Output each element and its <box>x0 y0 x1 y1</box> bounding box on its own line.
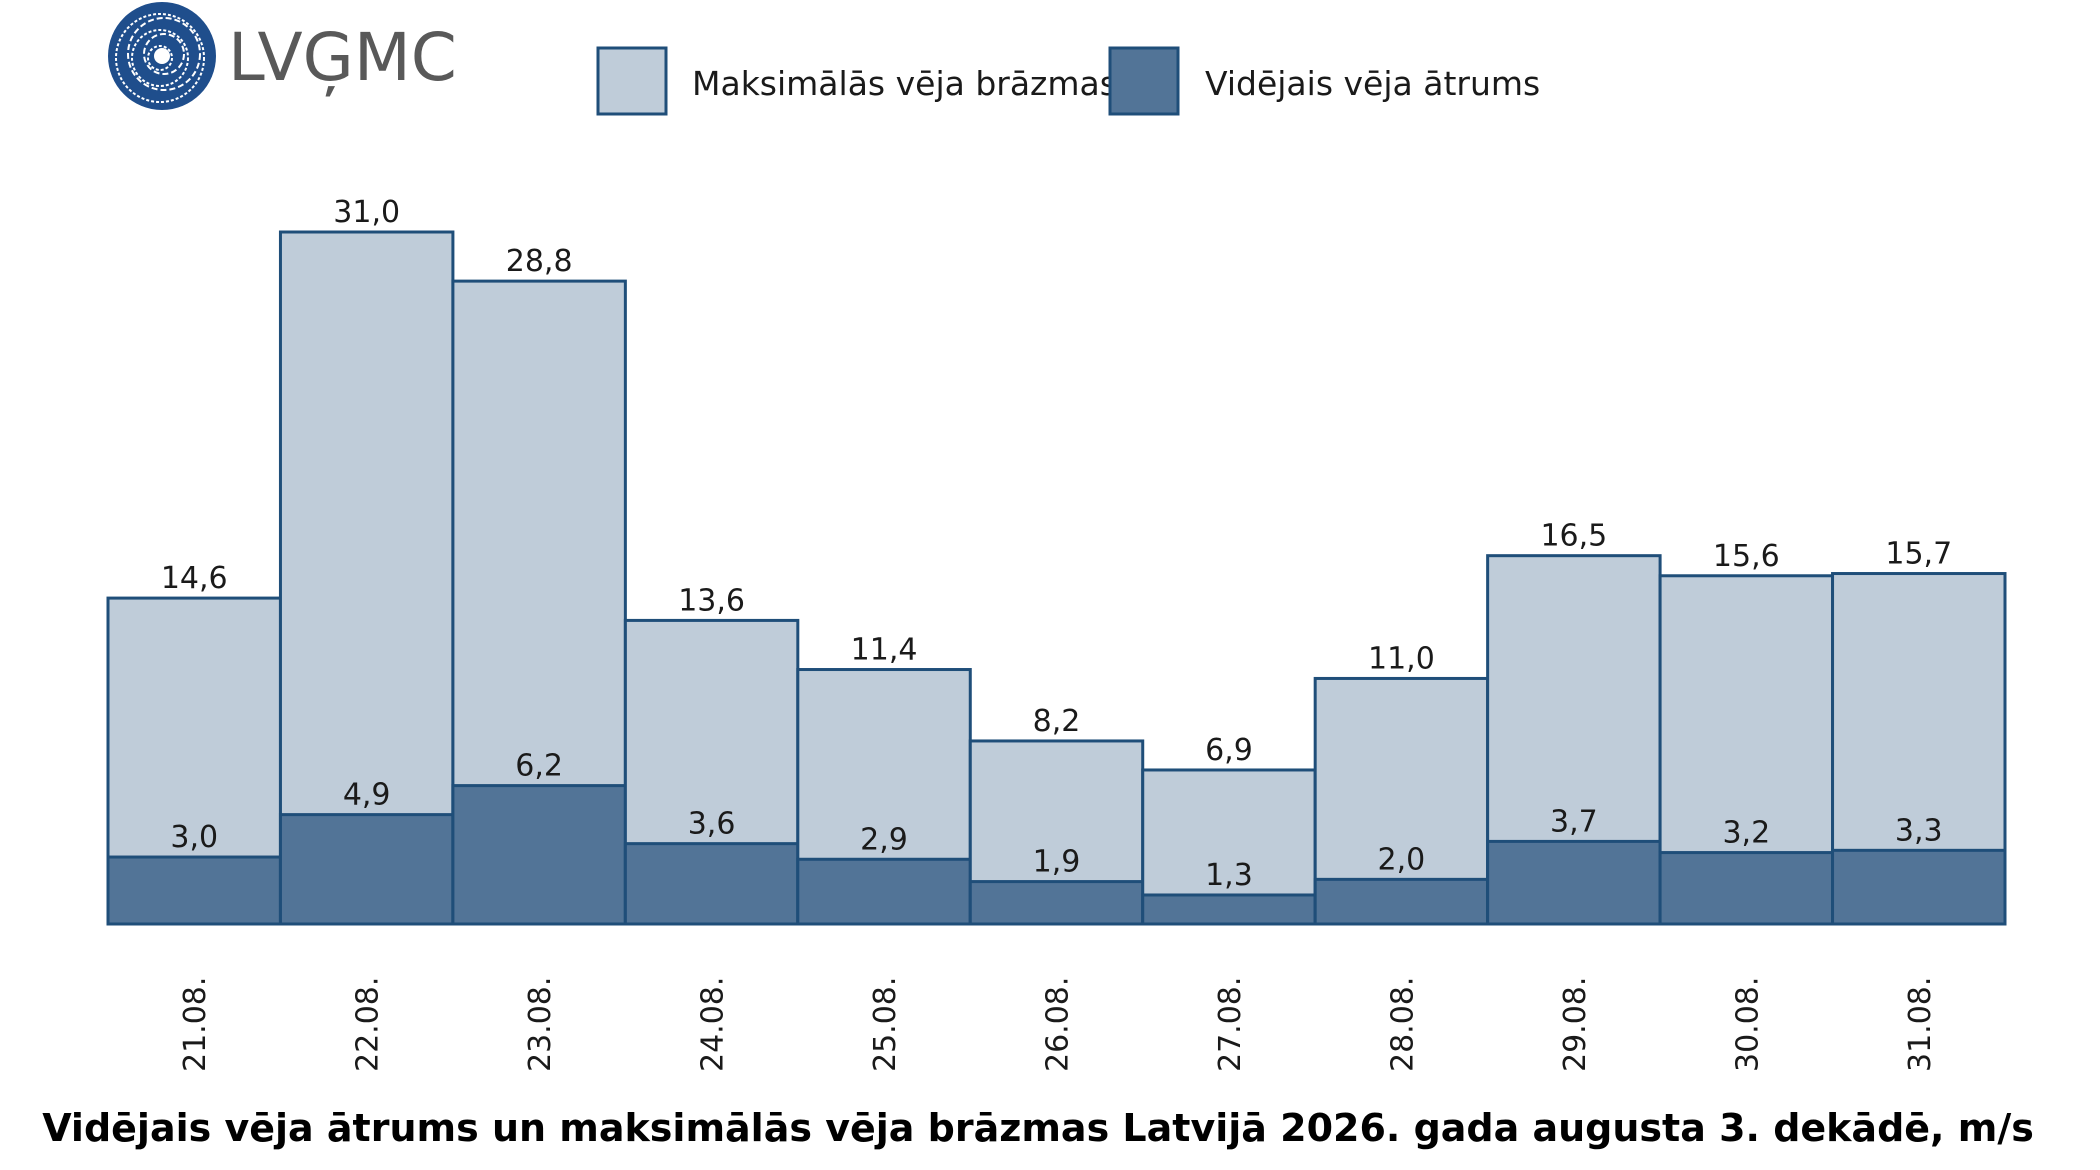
bar-average-21.08. <box>106 855 282 926</box>
bar-average-30.08. <box>1658 851 1835 926</box>
bar-average-22.08. <box>278 813 455 926</box>
x-tick-label: 24.08. <box>696 977 731 1072</box>
legend-label-gusts: Maksimālās vēja brāzmas <box>692 64 1117 103</box>
logo-swirl-icon <box>108 2 216 110</box>
legend-swatch-gusts <box>596 46 668 116</box>
bar-average-27.08. <box>1141 893 1317 926</box>
data-label-gust: 16,5 <box>1540 519 1607 554</box>
data-label-average: 4,9 <box>343 778 391 813</box>
bar-average-23.08. <box>451 784 627 926</box>
chart-title: Vidējais vēja ātrums un maksimālās vēja … <box>42 1106 2034 1150</box>
logo-center <box>154 48 170 64</box>
data-label-average: 3,2 <box>1722 816 1770 851</box>
data-label-gust: 6,9 <box>1205 733 1253 768</box>
x-tick-label: 29.08. <box>1558 977 1593 1072</box>
legend: Maksimālās vēja brāzmas Vidējais vēja āt… <box>596 46 1540 116</box>
data-label-gust: 13,6 <box>678 583 745 618</box>
bar-average-25.08. <box>796 857 972 926</box>
x-tick-label: 30.08. <box>1730 977 1765 1072</box>
data-label-average: 1,3 <box>1205 858 1253 893</box>
logo-ring <box>115 13 205 103</box>
data-label-gust: 11,4 <box>851 633 918 668</box>
x-tick-label: 25.08. <box>868 977 903 1072</box>
logo-ring <box>147 45 173 71</box>
legend-label-average: Vidējais vēja ātrums <box>1205 64 1540 103</box>
x-tick-label: 22.08. <box>351 977 386 1072</box>
logo: LVĢMC <box>108 2 457 110</box>
x-tick-label: 27.08. <box>1213 977 1248 1072</box>
data-label-average: 3,6 <box>688 807 736 842</box>
x-tick-label: 23.08. <box>523 977 558 1072</box>
logo-ring <box>131 29 189 87</box>
bar-average-31.08. <box>1831 848 2007 926</box>
x-tick-label: 21.08. <box>178 977 213 1072</box>
data-label-average: 6,2 <box>515 749 563 784</box>
data-label-average: 1,9 <box>1033 845 1081 880</box>
bar-average-24.08. <box>623 842 800 926</box>
data-label-gust: 28,8 <box>506 244 573 279</box>
data-label-gust: 11,0 <box>1368 641 1435 676</box>
logo-ring <box>143 33 185 75</box>
data-label-average: 2,0 <box>1378 842 1426 877</box>
bar-average-29.08. <box>1486 839 1662 926</box>
logo-text: LVĢMC <box>228 19 457 96</box>
x-tick-label: 31.08. <box>1903 977 1938 1072</box>
data-label-gust: 8,2 <box>1033 704 1081 739</box>
data-label-gust: 15,7 <box>1885 537 1952 572</box>
data-label-gust: 14,6 <box>161 561 228 596</box>
x-tick-label: 26.08. <box>1041 977 1076 1072</box>
data-label-average: 3,0 <box>170 820 218 855</box>
data-label-average: 3,7 <box>1550 804 1598 839</box>
x-tick-label: 28.08. <box>1385 977 1420 1072</box>
data-label-average: 2,9 <box>860 822 908 857</box>
bar-average-28.08. <box>1313 877 1490 926</box>
bar-gust-22.08. <box>278 230 455 926</box>
bar-average-26.08. <box>968 880 1145 926</box>
legend-swatch-average <box>1108 46 1180 116</box>
data-label-gust: 15,6 <box>1713 539 1780 574</box>
data-label-average: 3,3 <box>1895 813 1943 848</box>
data-label-gust: 31,0 <box>333 195 400 230</box>
plot-area: 14,6 3,0 21.08. 31,0 4,9 22.08. 28,8 6,2 23.08. 1… <box>106 195 2007 1072</box>
logo-ring <box>127 17 201 91</box>
